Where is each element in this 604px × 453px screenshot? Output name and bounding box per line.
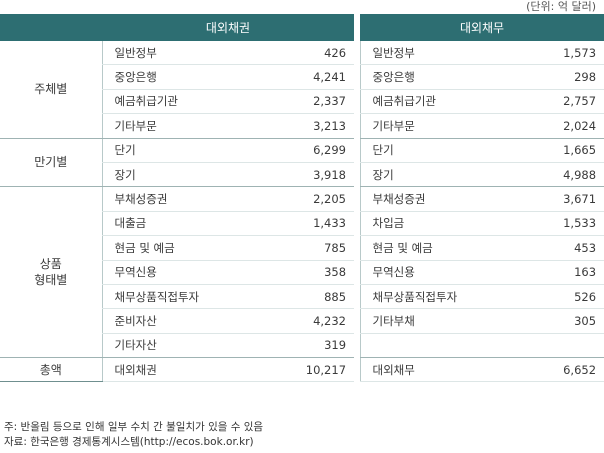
liability-item: 부채성증권 [359,186,521,212]
section-label-total: 총액 [0,357,102,383]
claim-value: 358 [268,260,355,285]
claim-item: 기타자산 [101,333,268,359]
liability-value: 305 [520,308,604,334]
liability-value: 2,757 [520,89,604,115]
claim-value: 10,217 [268,357,355,383]
table-row: 무역신용 358 무역신용 163 [0,260,604,285]
table-row: 기타자산 319 [0,333,604,359]
liability-item: 단기 [359,138,521,163]
liability-item: 무역신용 [359,260,521,285]
liability-item: 현금 및 예금 [359,235,521,261]
footnotes: 주: 반올림 등으로 인해 일부 수치 간 불일치가 있을 수 있음 자료: 한… [4,420,263,450]
header-liabilities: 대외채무 [360,14,604,41]
footnote-source: 자료: 한국은행 경제통계시스템(http://ecos.bok.or.kr) [4,436,254,448]
claim-value: 4,232 [268,308,355,334]
table-row: 기타부문 3,213 기타부문 2,024 [0,113,604,139]
liability-item: 장기 [359,162,521,188]
claim-value: 1,433 [268,211,355,237]
claim-value: 785 [268,235,355,261]
liability-item: 예금취급기관 [359,89,521,115]
table-row: 준비자산 4,232 기타부채 305 [0,308,604,334]
liability-item [359,333,521,359]
table-row: 대출금 1,433 차입금 1,533 [0,211,604,237]
table-row: 장기 3,918 장기 4,988 [0,162,604,188]
liability-value: 298 [520,64,604,90]
header-gap [354,14,361,41]
table-row: 현금 및 예금 785 현금 및 예금 453 [0,235,604,261]
table-row: 만기별 단기 6,299 단기 1,665 [0,138,604,188]
section-label-line1: 상품 [39,257,62,272]
table-row: 예금취급기관 2,337 예금취급기관 2,757 [0,89,604,115]
claim-item: 기타부문 [101,113,268,139]
liability-item: 기타부문 [359,113,521,139]
claim-value: 2,337 [268,89,355,115]
claim-item: 무역신용 [101,260,268,285]
claim-value: 4,241 [268,64,355,90]
claim-item: 대출금 [101,211,268,237]
liability-value: 1,573 [520,41,604,66]
liability-item: 차입금 [359,211,521,237]
liability-value: 2,024 [520,113,604,139]
claim-item: 준비자산 [101,308,268,334]
claim-value: 885 [268,284,355,310]
section-label-by-sector: 주체별 [0,41,102,139]
claim-value: 319 [268,333,355,359]
liability-item: 일반정부 [359,41,521,66]
liability-value: 453 [520,235,604,261]
claim-item: 현금 및 예금 [101,235,268,261]
claim-item: 장기 [101,162,268,188]
liability-value: 1,665 [520,138,604,163]
claim-value: 3,918 [268,162,355,188]
liability-value: 3,671 [520,186,604,212]
claim-item: 부채성증권 [101,186,268,212]
claim-value: 6,299 [268,138,355,163]
header-claims: 대외채권 [102,14,355,41]
claim-item: 채무상품직접투자 [101,284,268,310]
section-label-by-instrument: 상품 형태별 [0,186,102,359]
liability-item: 중앙은행 [359,64,521,90]
claim-item: 단기 [101,138,268,163]
liability-value: 1,533 [520,211,604,237]
table-row: 상품 형태별 부채성증권 2,205 부채성증권 3,671 [0,186,604,359]
liability-item: 대외채무 [359,357,521,383]
table-row: 중앙은행 4,241 중앙은행 298 [0,64,604,90]
claim-value: 426 [268,41,355,66]
header-corner [0,14,102,41]
table-header-row: 대외채권 대외채무 [0,14,604,41]
section-label-by-maturity: 만기별 [0,138,102,188]
liability-item: 기타부채 [359,308,521,334]
liability-value: 4,988 [520,162,604,188]
unit-note: (단위: 억 달러) [526,0,596,13]
table-row-total: 총액 대외채권 10,217 대외채무 6,652 [0,357,604,383]
liability-value: 163 [520,260,604,285]
liability-item: 채무상품직접투자 [359,284,521,310]
table-row: 주체별 일반정부 426 일반정부 1,573 [0,41,604,139]
claim-item: 예금취급기관 [101,89,268,115]
claim-item: 일반정부 [101,41,268,66]
claim-item: 중앙은행 [101,64,268,90]
claim-item: 대외채권 [101,357,268,383]
table-row: 채무상품직접투자 885 채무상품직접투자 526 [0,284,604,310]
liability-value [520,333,604,359]
claim-value: 3,213 [268,113,355,139]
liability-value: 6,652 [520,357,604,383]
liability-value: 526 [520,284,604,310]
section-label-line2: 형태별 [34,273,68,288]
external-claims-liabilities-table: 대외채권 대외채무 주체별 일반정부 426 일반정부 1,573 중앙은행 4… [0,14,604,383]
footnote-rounding: 주: 반올림 등으로 인해 일부 수치 간 불일치가 있을 수 있음 [4,421,264,433]
claim-value: 2,205 [268,186,355,212]
